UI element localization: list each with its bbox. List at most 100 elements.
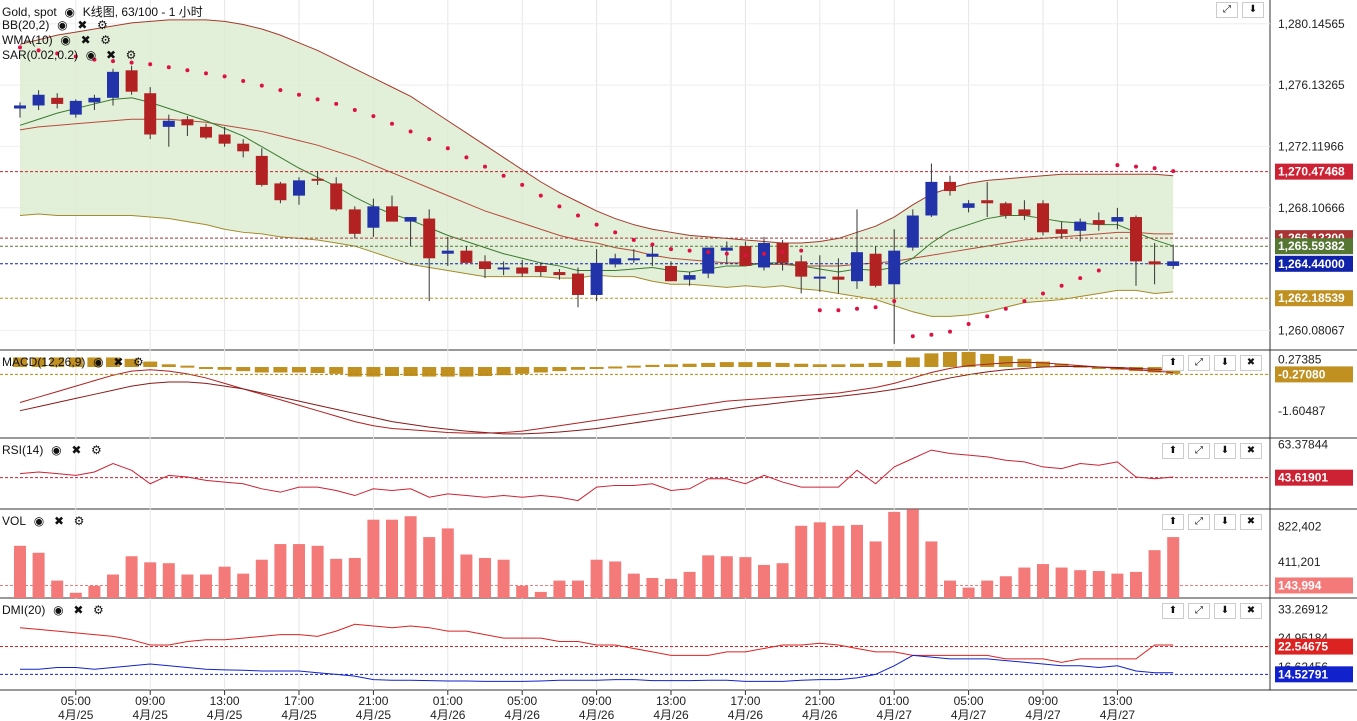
volume-bar bbox=[237, 573, 250, 598]
x-tick-date: 4月/25 bbox=[207, 708, 243, 721]
eye-icon[interactable]: ◉ bbox=[57, 18, 68, 32]
expand-icon[interactable]: ⤢ bbox=[1188, 514, 1210, 530]
gear-icon[interactable]: ⚙ bbox=[100, 33, 112, 47]
sar-dot bbox=[1115, 163, 1120, 168]
candle bbox=[69, 100, 82, 115]
macd-histogram-bar bbox=[459, 367, 474, 377]
gear-icon[interactable]: ⚙ bbox=[73, 514, 85, 528]
macd-histogram-bar bbox=[812, 364, 827, 368]
vol-pane-controls: ⬆ ⤢ ⬇ ✖ bbox=[1162, 514, 1262, 530]
candle bbox=[572, 273, 584, 295]
macd-histogram-bar bbox=[13, 357, 27, 368]
expand-icon[interactable]: ⤢ bbox=[1188, 355, 1210, 371]
sar-dot bbox=[613, 230, 618, 235]
volume-bar bbox=[906, 509, 919, 598]
candle bbox=[293, 180, 305, 196]
macd-histogram-bar bbox=[645, 364, 660, 368]
close-icon[interactable]: ✖ bbox=[71, 443, 82, 457]
macd-histogram-bar bbox=[106, 357, 120, 368]
macd-histogram-bar bbox=[961, 352, 976, 368]
close-icon[interactable]: ✖ bbox=[1240, 443, 1262, 459]
candle bbox=[999, 203, 1012, 216]
candle bbox=[32, 94, 45, 106]
macd-histogram-bar bbox=[403, 367, 418, 377]
volume-bar bbox=[999, 576, 1012, 598]
sar-dot bbox=[73, 54, 78, 59]
eye-icon[interactable]: ◉ bbox=[60, 33, 71, 47]
move-down-icon[interactable]: ⬇ bbox=[1242, 2, 1264, 18]
macd-histogram-bar bbox=[1091, 367, 1106, 370]
sar-dot bbox=[873, 305, 878, 310]
macd-tag bbox=[1275, 366, 1353, 383]
macd-histogram-bar bbox=[757, 362, 771, 368]
dmi-axis-label: 33.26912 bbox=[1278, 602, 1328, 616]
volume-bar bbox=[88, 585, 101, 598]
price-tag bbox=[1275, 290, 1353, 307]
macd-histogram-bar bbox=[1036, 361, 1050, 368]
close-icon[interactable]: ✖ bbox=[113, 355, 124, 369]
macd-histogram-bar bbox=[998, 356, 1013, 368]
eye-icon[interactable]: ◉ bbox=[51, 443, 62, 457]
macd-histogram-bar bbox=[236, 367, 251, 372]
candle bbox=[1148, 261, 1161, 265]
candle bbox=[144, 93, 157, 135]
candle bbox=[162, 120, 175, 127]
sar-dot bbox=[1134, 164, 1138, 169]
dmi-minus-tag bbox=[1275, 666, 1353, 683]
price-axis-label: 1,268.10666 bbox=[1278, 201, 1345, 215]
move-up-icon[interactable]: ⬆ bbox=[1162, 514, 1184, 530]
eye-icon[interactable]: ◉ bbox=[93, 355, 104, 369]
volume-bar bbox=[441, 528, 454, 598]
candle bbox=[534, 265, 547, 273]
sar-dot bbox=[892, 299, 897, 304]
gear-icon[interactable]: ⚙ bbox=[90, 443, 102, 457]
candle bbox=[386, 206, 398, 222]
expand-icon[interactable]: ⤢ bbox=[1216, 2, 1238, 18]
sar-dot bbox=[148, 62, 153, 67]
close-icon[interactable]: ✖ bbox=[73, 603, 84, 617]
sar-dot bbox=[1059, 283, 1064, 288]
close-icon[interactable]: ✖ bbox=[1240, 355, 1262, 371]
move-down-icon[interactable]: ⬇ bbox=[1214, 603, 1236, 619]
macd-histogram-bar bbox=[738, 362, 753, 368]
macd-line bbox=[19, 361, 1174, 434]
close-icon[interactable]: ✖ bbox=[1240, 603, 1262, 619]
close-icon[interactable]: ✖ bbox=[106, 48, 117, 62]
move-up-icon[interactable]: ⬆ bbox=[1162, 443, 1184, 459]
close-icon[interactable]: ✖ bbox=[53, 514, 65, 528]
move-up-icon[interactable]: ⬆ bbox=[1162, 355, 1184, 371]
close-icon[interactable]: ✖ bbox=[77, 18, 88, 32]
gear-icon[interactable]: ⚙ bbox=[92, 603, 104, 617]
eye-icon[interactable]: ◉ bbox=[64, 4, 75, 19]
move-up-icon[interactable]: ⬆ bbox=[1162, 603, 1184, 619]
volume-bar bbox=[1055, 567, 1068, 598]
candle bbox=[962, 203, 975, 208]
candle bbox=[200, 126, 212, 138]
sar-dot bbox=[371, 114, 376, 119]
pane-label: VOL bbox=[2, 514, 27, 528]
move-down-icon[interactable]: ⬇ bbox=[1214, 514, 1236, 530]
eye-icon[interactable]: ◉ bbox=[85, 48, 97, 62]
macd-histogram-bar bbox=[571, 367, 585, 370]
macd-histogram-bar bbox=[124, 358, 139, 368]
eye-icon[interactable]: ◉ bbox=[53, 603, 64, 617]
close-icon[interactable]: ✖ bbox=[80, 33, 91, 47]
expand-icon[interactable]: ⤢ bbox=[1188, 603, 1210, 619]
dmi-header: DMI(20) ◉ ✖ ⚙ bbox=[2, 603, 105, 617]
volume-bar bbox=[534, 591, 547, 598]
volume-bar bbox=[1148, 550, 1161, 598]
candle bbox=[888, 250, 901, 285]
move-down-icon[interactable]: ⬇ bbox=[1214, 443, 1236, 459]
expand-icon[interactable]: ⤢ bbox=[1188, 443, 1210, 459]
move-down-icon[interactable]: ⬇ bbox=[1214, 355, 1236, 371]
gear-icon[interactable]: ⚙ bbox=[132, 355, 144, 369]
volume-bar bbox=[404, 516, 417, 598]
eye-icon[interactable]: ◉ bbox=[33, 514, 45, 528]
volume-bar bbox=[107, 574, 119, 598]
vol-tag-label: 143,994 bbox=[1278, 578, 1322, 592]
sar-dot bbox=[669, 247, 673, 252]
gear-icon[interactable]: ⚙ bbox=[125, 48, 137, 62]
close-icon[interactable]: ✖ bbox=[1240, 514, 1262, 530]
gear-icon[interactable]: ⚙ bbox=[96, 18, 108, 32]
macd-histogram-bar bbox=[50, 357, 65, 368]
